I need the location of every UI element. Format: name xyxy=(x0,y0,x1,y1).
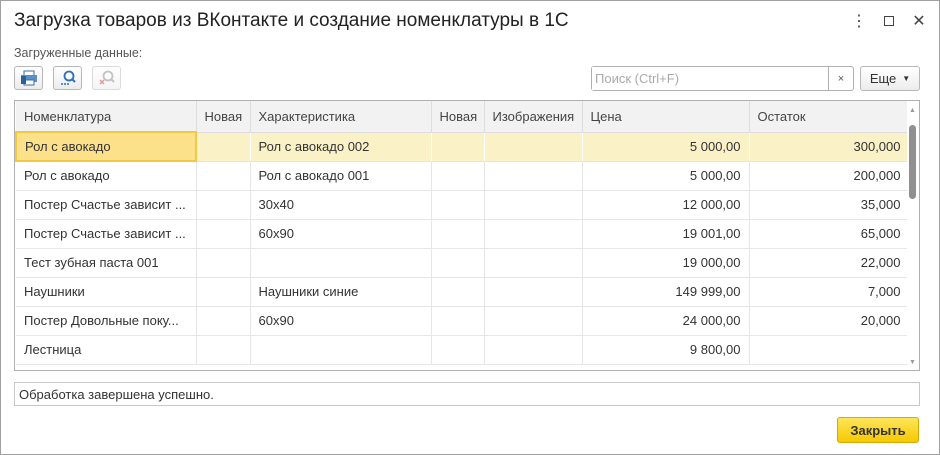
status-field: Обработка завершена успешно. xyxy=(14,382,920,406)
table-cell[interactable]: 35,000 xyxy=(749,190,910,220)
table-cell[interactable] xyxy=(431,132,485,162)
table-row[interactable]: Рол с авокадо Рол с авокадо 001 5 000,00 20… xyxy=(16,161,910,191)
table-cell[interactable]: Наушники xyxy=(16,277,197,307)
find-icon xyxy=(60,70,76,85)
table-cell[interactable] xyxy=(196,190,251,220)
table-cell[interactable]: 12 000,00 xyxy=(582,190,750,220)
table-cell[interactable] xyxy=(431,161,485,191)
table-cell[interactable]: Постер Счастье зависит ... xyxy=(16,190,197,220)
table-cell[interactable] xyxy=(484,306,583,336)
table-cell[interactable] xyxy=(196,132,251,162)
table-cell[interactable]: 7,000 xyxy=(749,277,910,307)
table-cell[interactable] xyxy=(196,335,251,365)
table-cell[interactable] xyxy=(484,335,583,365)
search-input[interactable] xyxy=(592,67,828,90)
table-cell[interactable] xyxy=(250,335,432,365)
table-row[interactable]: Рол с авокадо Рол с авокадо 002 5 000,00 30… xyxy=(15,131,910,162)
close-window-button[interactable]: ✕ xyxy=(912,13,926,30)
table-row[interactable]: Постер Счастье зависит ... 30x40 12 000,00… xyxy=(16,190,910,220)
more-label: Еще xyxy=(869,71,897,86)
table-cell[interactable]: 30x40 xyxy=(250,190,432,220)
table-cell[interactable] xyxy=(431,219,485,249)
table-cell[interactable] xyxy=(431,277,485,307)
table-cell[interactable]: 65,000 xyxy=(749,219,910,249)
cancel-search-icon xyxy=(98,70,115,85)
table-cell[interactable]: Тест зубная паста 001 xyxy=(16,248,197,278)
table-row[interactable]: Лестница 9 800,00 xyxy=(16,335,910,365)
table-cell[interactable] xyxy=(196,219,251,249)
table-cell[interactable] xyxy=(196,277,251,307)
column-header[interactable]: Цена xyxy=(582,101,750,133)
table-cell[interactable]: 9 800,00 xyxy=(582,335,750,365)
column-header[interactable]: Новая xyxy=(431,101,485,133)
table-cell[interactable] xyxy=(196,161,251,191)
table-cell[interactable]: Рол с авокадо 001 xyxy=(250,161,432,191)
table-cell[interactable]: Рол с авокадо xyxy=(15,131,197,162)
column-header[interactable]: Номенклатура xyxy=(16,101,197,133)
table-cell[interactable] xyxy=(196,248,251,278)
print-button[interactable] xyxy=(14,66,43,90)
table-row[interactable]: Постер Счастье зависит ... 60x90 19 001,00… xyxy=(16,219,910,249)
table-cell[interactable]: 22,000 xyxy=(749,248,910,278)
table-cell[interactable]: 60x90 xyxy=(250,219,432,249)
table-cell[interactable] xyxy=(749,335,910,365)
table-cell[interactable]: Постер Довольные поку... xyxy=(16,306,197,336)
table-cell[interactable]: Постер Счастье зависит ... xyxy=(16,219,197,249)
find-button[interactable] xyxy=(53,66,82,90)
table-cell[interactable]: Рол с авокадо xyxy=(16,161,197,191)
scroll-down-icon[interactable]: ▼ xyxy=(909,359,916,366)
window-title: Загрузка товаров из ВКонтакте и создание… xyxy=(14,10,569,31)
print-icon xyxy=(20,70,37,86)
cancel-search-button[interactable] xyxy=(92,66,121,90)
table-cell[interactable]: 300,000 xyxy=(749,132,910,162)
more-button[interactable]: Еще ▼ xyxy=(860,66,920,91)
table-cell[interactable]: 200,000 xyxy=(749,161,910,191)
maximize-button[interactable] xyxy=(879,11,899,31)
table-cell[interactable] xyxy=(196,306,251,336)
table-cell[interactable]: 20,000 xyxy=(749,306,910,336)
table-cell[interactable]: Рол с авокадо 002 xyxy=(250,132,432,162)
table-cell[interactable] xyxy=(484,248,583,278)
table-cell[interactable]: 60x90 xyxy=(250,306,432,336)
table-cell[interactable] xyxy=(484,219,583,249)
table-cell[interactable]: 5 000,00 xyxy=(582,161,750,191)
close-button[interactable]: Закрыть xyxy=(837,417,919,443)
chevron-down-icon: ▼ xyxy=(902,74,911,83)
table-cell[interactable] xyxy=(484,190,583,220)
table-cell[interactable]: Наушники синие xyxy=(250,277,432,307)
table-cell[interactable]: 5 000,00 xyxy=(582,132,750,162)
clear-search-button[interactable]: × xyxy=(828,67,853,90)
table-cell[interactable] xyxy=(484,132,583,162)
table-cell[interactable] xyxy=(431,335,485,365)
more-actions-icon[interactable]: ⋮ xyxy=(851,13,867,30)
table-cell[interactable]: 19 001,00 xyxy=(582,219,750,249)
scroll-up-icon[interactable]: ▲ xyxy=(909,107,916,114)
column-header[interactable]: Новая xyxy=(196,101,251,133)
column-header[interactable]: Остаток xyxy=(749,101,910,133)
table-cell[interactable]: Лестница xyxy=(16,335,197,365)
data-table: Номенклатура Новая Характеристика Новая Изоб… xyxy=(14,100,920,371)
vertical-scrollbar[interactable]: ▲ ▼ xyxy=(907,101,919,370)
table-cell[interactable] xyxy=(484,277,583,307)
table-cell[interactable] xyxy=(431,306,485,336)
search-field[interactable]: × xyxy=(591,66,854,91)
section-label: Загруженные данные: xyxy=(14,46,143,60)
table-cell[interactable] xyxy=(431,248,485,278)
table-row[interactable]: Тест зубная паста 001 19 000,00 22,000 xyxy=(16,248,910,278)
table-cell[interactable]: 24 000,00 xyxy=(582,306,750,336)
table-cell[interactable]: 149 999,00 xyxy=(582,277,750,307)
table-cell[interactable] xyxy=(431,190,485,220)
table-cell[interactable]: 19 000,00 xyxy=(582,248,750,278)
column-header[interactable]: Изображения xyxy=(484,101,583,133)
table-row[interactable]: Наушники Наушники синие 149 999,00 7,000 xyxy=(16,277,910,307)
table-row[interactable]: Постер Довольные поку... 60x90 24 000,00 20… xyxy=(16,306,910,336)
table-cell[interactable] xyxy=(484,161,583,191)
column-header[interactable]: Характеристика xyxy=(250,101,432,133)
scrollbar-thumb[interactable] xyxy=(909,125,916,199)
table-cell[interactable] xyxy=(250,248,432,278)
